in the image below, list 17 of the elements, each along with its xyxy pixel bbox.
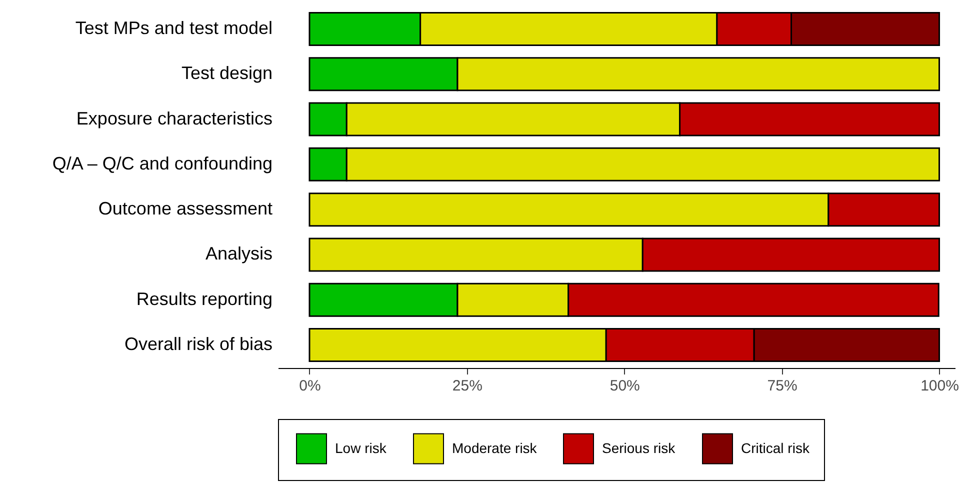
x-tick-label: 100% bbox=[920, 378, 959, 394]
y-tick-label: Test MPs and test model bbox=[75, 18, 272, 38]
legend-label: Moderate risk bbox=[452, 440, 538, 456]
x-tick-label: 75% bbox=[767, 378, 798, 394]
legend-label: Low risk bbox=[335, 440, 388, 456]
y-tick-label: Overall risk of bias bbox=[124, 334, 272, 354]
y-tick-label: Results reporting bbox=[136, 288, 272, 309]
x-tick-label: 25% bbox=[452, 378, 482, 394]
y-tick-label: Exposure characteristics bbox=[76, 108, 272, 128]
y-tick-label: Analysis bbox=[205, 244, 272, 264]
x-tick-label: 0% bbox=[299, 378, 321, 394]
y-tick-label: Q/A – Q/C and confounding bbox=[52, 153, 272, 174]
legend-label: Serious risk bbox=[602, 440, 676, 456]
x-tick-label: 50% bbox=[610, 378, 640, 394]
legend-label: Critical risk bbox=[741, 440, 810, 456]
y-tick-label: Test design bbox=[181, 63, 272, 84]
y-tick-label: Outcome assessment bbox=[98, 198, 272, 219]
